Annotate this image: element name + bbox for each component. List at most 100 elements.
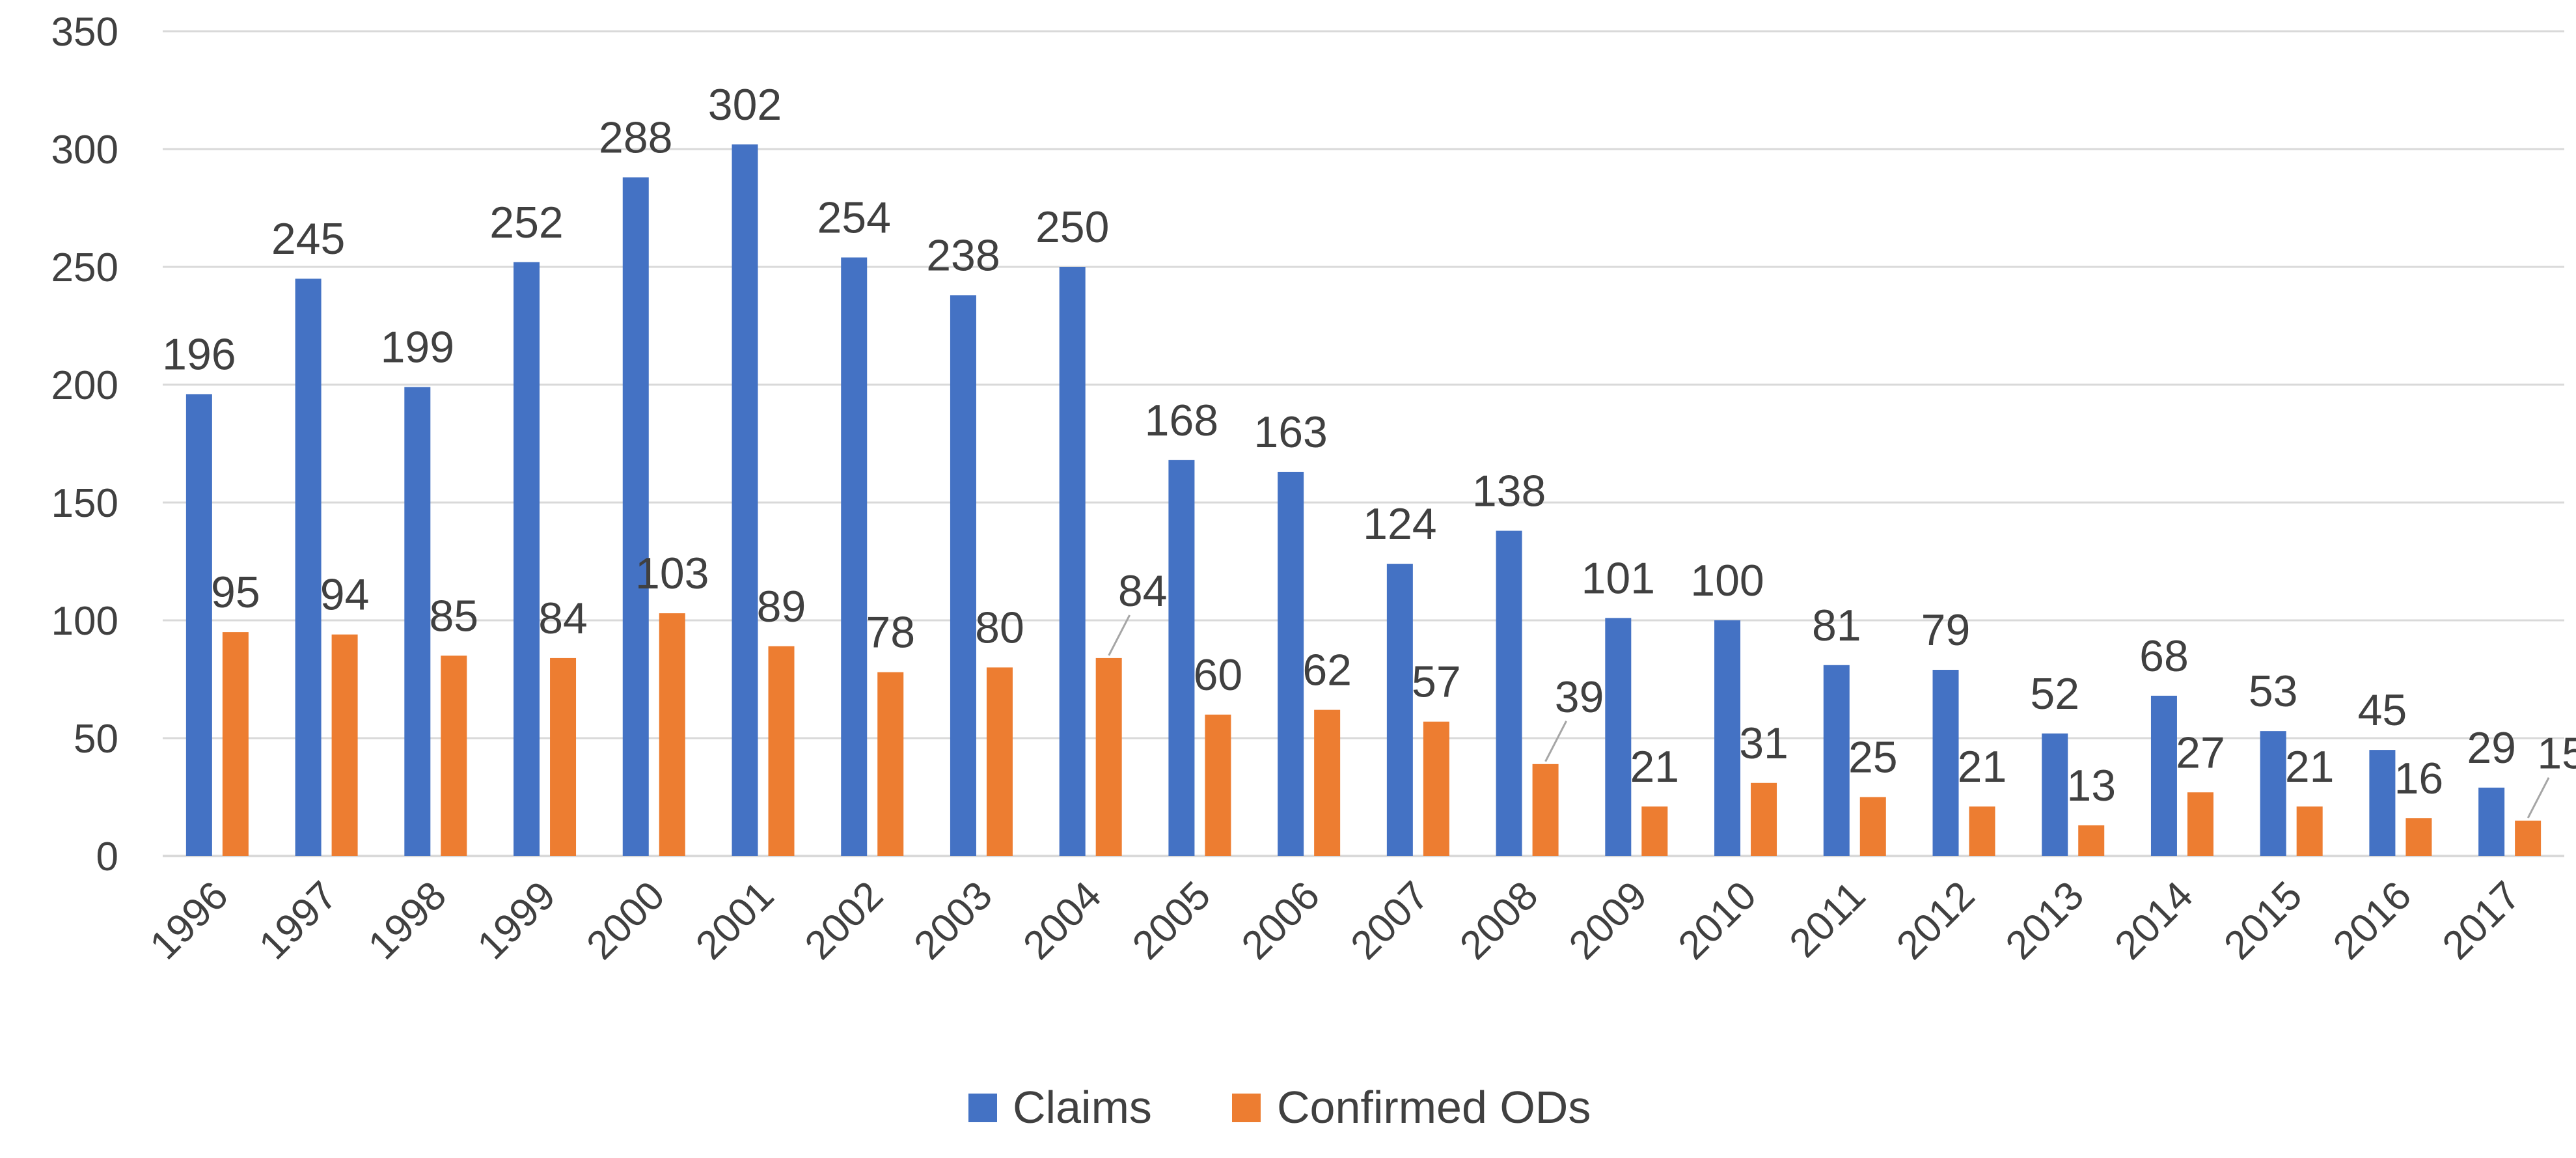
- data-label-confirmed-ods-2009: 21: [1630, 742, 1679, 792]
- data-label-claims-1998: 199: [381, 323, 454, 372]
- y-tick-label: 350: [51, 10, 118, 55]
- data-labels: 196 95 245 94 199 85 252 84 288 103 302 89 254 78 238 8…: [162, 80, 2576, 810]
- data-label-confirmed-ods-2005: 60: [1194, 650, 1243, 700]
- bar-claims-2012: [1932, 670, 1959, 856]
- bar-confirmed-ods-2001: [768, 646, 795, 856]
- data-label-confirmed-ods-2003: 80: [975, 603, 1024, 652]
- bar-confirmed-ods-2000: [659, 613, 685, 856]
- bar-confirmed-ods-2010: [1751, 782, 1777, 856]
- y-tick-label: 150: [51, 481, 118, 526]
- x-tick-label: 2014: [2107, 873, 2202, 968]
- bar-claims-1999: [514, 262, 540, 856]
- bar-claims-1996: [185, 394, 212, 856]
- bar-confirmed-ods-2016: [2405, 818, 2432, 856]
- data-label-claims-2015: 53: [2249, 667, 2298, 716]
- bars: [185, 144, 2542, 857]
- data-label-confirmed-ods-2016: 16: [2394, 754, 2444, 803]
- y-tick-label: 250: [51, 245, 118, 290]
- bar-confirmed-ods-2007: [1423, 721, 1449, 856]
- label-leader-lines: [1108, 614, 2550, 819]
- legend-swatch-confirmed-ods: [1232, 1094, 1261, 1122]
- bar-confirmed-ods-2006: [1314, 710, 1341, 856]
- bar-confirmed-ods-1999: [550, 657, 577, 856]
- y-tick-label: 200: [51, 363, 118, 408]
- data-label-confirmed-ods-2007: 57: [1412, 657, 1461, 707]
- data-label-claims-1996: 196: [162, 329, 236, 379]
- leader-line-2017: [2527, 777, 2550, 819]
- legend: Claims Confirmed ODs: [968, 1082, 1591, 1133]
- x-tick-label: 1999: [469, 873, 564, 968]
- x-tick-label: 2008: [1451, 873, 1546, 968]
- bar-claims-2017: [2478, 788, 2505, 856]
- bar-confirmed-ods-2017: [2515, 820, 2542, 856]
- data-label-claims-2000: 288: [599, 113, 672, 162]
- x-tick-label: 2004: [1015, 873, 1110, 968]
- data-label-claims-1997: 245: [271, 214, 345, 264]
- y-tick-label: 50: [74, 717, 118, 762]
- data-label-confirmed-ods-2008: 39: [1555, 672, 1604, 722]
- legend-swatch-claims: [968, 1094, 997, 1122]
- data-label-confirmed-ods-2014: 27: [2176, 728, 2225, 777]
- data-label-claims-2008: 138: [1472, 466, 1546, 516]
- x-tick-label: 2005: [1124, 873, 1219, 968]
- bar-claims-2011: [1823, 665, 1850, 856]
- data-label-claims-1999: 252: [489, 198, 563, 247]
- x-tick-label: 1997: [251, 873, 346, 968]
- data-label-confirmed-ods-2010: 31: [1739, 719, 1788, 768]
- data-label-confirmed-ods-2002: 78: [866, 608, 915, 657]
- bar-claims-2003: [950, 295, 976, 856]
- bar-confirmed-ods-2002: [877, 672, 904, 856]
- data-label-claims-2001: 302: [708, 80, 782, 130]
- x-axis-ticks: 1996 1997 1998 1999 2000 2001 2002 2003 2004 2005…: [141, 873, 2529, 968]
- bar-confirmed-ods-2008: [1532, 764, 1559, 856]
- data-label-confirmed-ods-2015: 21: [2285, 742, 2335, 792]
- x-tick-label: 2017: [2434, 873, 2529, 968]
- data-label-confirmed-ods-1999: 84: [538, 594, 588, 643]
- x-tick-label: 1996: [141, 873, 236, 968]
- bar-claims-2001: [732, 144, 758, 856]
- data-label-claims-2009: 101: [1582, 553, 1655, 603]
- data-label-claims-2007: 124: [1363, 499, 1436, 549]
- leader-line-2004: [1108, 614, 1131, 656]
- x-tick-label: 2012: [1888, 873, 1983, 968]
- legend-label-confirmed-ods: Confirmed ODs: [1277, 1082, 1591, 1133]
- data-label-claims-2002: 254: [817, 193, 890, 243]
- bar-confirmed-ods-2012: [1969, 806, 1995, 856]
- bar-claims-1997: [295, 279, 322, 857]
- bar-claims-2007: [1386, 564, 1413, 856]
- data-label-confirmed-ods-2006: 62: [1302, 646, 1352, 695]
- data-label-claims-2016: 45: [2358, 685, 2407, 735]
- legend-label-claims: Claims: [1013, 1082, 1152, 1133]
- x-tick-label: 2006: [1233, 873, 1328, 968]
- data-label-confirmed-ods-2013: 13: [2066, 761, 2116, 810]
- bar-claims-1998: [404, 387, 431, 856]
- y-tick-label: 300: [51, 128, 118, 172]
- data-label-confirmed-ods-2000: 103: [635, 549, 709, 598]
- data-label-confirmed-ods-2004: 84: [1118, 566, 1168, 616]
- bar-confirmed-ods-2004: [1095, 657, 1122, 856]
- bar-claims-2004: [1059, 267, 1086, 856]
- x-tick-label: 2007: [1342, 873, 1437, 968]
- bar-confirmed-ods-1996: [222, 632, 249, 856]
- data-label-confirmed-ods-2017: 15: [2537, 729, 2576, 779]
- data-label-claims-2014: 68: [2139, 631, 2189, 681]
- data-label-claims-2010: 100: [1690, 556, 1764, 605]
- data-label-claims-2012: 79: [1921, 605, 1971, 655]
- x-tick-label: 2011: [1781, 873, 1874, 966]
- bar-confirmed-ods-1997: [331, 634, 358, 856]
- data-label-claims-2017: 29: [2467, 723, 2516, 773]
- y-tick-label: 0: [96, 834, 118, 879]
- x-tick-label: 2002: [797, 873, 892, 968]
- data-label-confirmed-ods-1997: 94: [320, 570, 370, 620]
- bar-claims-2009: [1605, 618, 1632, 856]
- x-tick-label: 2013: [1997, 873, 2092, 968]
- x-tick-label: 1998: [360, 873, 455, 968]
- data-label-claims-2005: 168: [1145, 396, 1218, 445]
- data-label-claims-2011: 81: [1812, 601, 1861, 650]
- y-axis-ticks: 0 50 100 150 200 250 300 350: [51, 10, 118, 879]
- bar-claims-2015: [2260, 731, 2286, 856]
- bar-confirmed-ods-2005: [1205, 714, 1231, 856]
- x-tick-label: 2003: [906, 873, 1001, 968]
- bar-claims-2000: [622, 177, 649, 857]
